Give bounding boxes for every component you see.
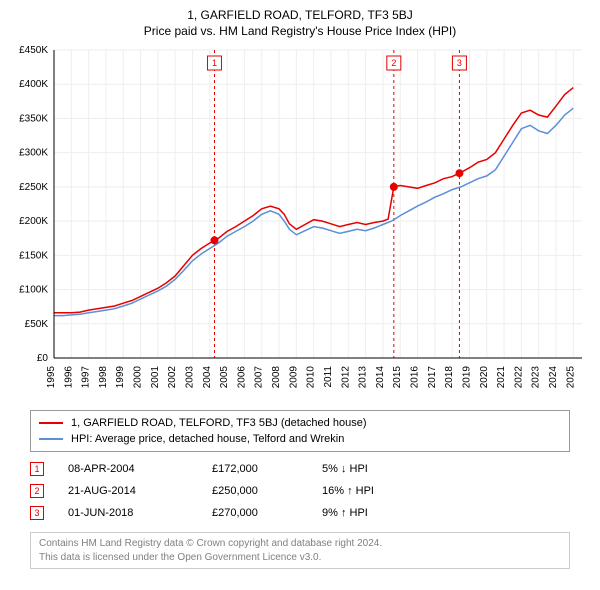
chart-container: 1, GARFIELD ROAD, TELFORD, TF3 5BJ Price… — [0, 0, 600, 590]
svg-text:2013: 2013 — [358, 366, 369, 389]
svg-text:1996: 1996 — [63, 366, 74, 389]
svg-text:1998: 1998 — [98, 366, 109, 389]
svg-text:£450K: £450K — [19, 45, 48, 56]
svg-text:2007: 2007 — [254, 366, 265, 389]
svg-text:2011: 2011 — [323, 366, 334, 388]
legend: 1, GARFIELD ROAD, TELFORD, TF3 5BJ (deta… — [30, 410, 570, 452]
svg-text:1995: 1995 — [46, 366, 57, 389]
svg-text:2016: 2016 — [410, 366, 421, 389]
svg-text:1: 1 — [212, 58, 217, 68]
svg-text:2004: 2004 — [202, 366, 213, 389]
svg-text:1997: 1997 — [81, 366, 92, 389]
svg-text:£300K: £300K — [19, 148, 48, 159]
svg-text:3: 3 — [457, 58, 462, 68]
legend-swatch — [39, 422, 63, 424]
sale-events-table: 1 08-APR-2004£172,0005% ↓ HPI 2 21-AUG-2014… — [30, 458, 570, 524]
svg-text:£100K: £100K — [19, 285, 48, 296]
svg-text:£0: £0 — [37, 353, 49, 364]
event-diff: 5% ↓ HPI — [322, 463, 462, 475]
svg-text:2025: 2025 — [565, 366, 576, 389]
svg-text:1999: 1999 — [115, 366, 126, 389]
legend-item: 1, GARFIELD ROAD, TELFORD, TF3 5BJ (deta… — [39, 415, 561, 431]
svg-text:2023: 2023 — [531, 366, 542, 389]
attribution-line1: Contains HM Land Registry data © Crown c… — [39, 537, 561, 551]
svg-text:£50K: £50K — [25, 319, 49, 330]
svg-text:£250K: £250K — [19, 182, 48, 193]
svg-text:2024: 2024 — [548, 366, 559, 389]
event-date: 08-APR-2004 — [68, 463, 212, 475]
svg-text:2001: 2001 — [150, 366, 161, 389]
svg-text:2017: 2017 — [427, 366, 438, 389]
chart-area: £0 £50K £100K £150K £200K £250K £300K £350K £400… — [10, 44, 590, 404]
sale-event-row: 2 21-AUG-2014£250,00016% ↑ HPI — [30, 480, 570, 502]
svg-text:£200K: £200K — [19, 216, 48, 227]
event-price: £250,000 — [212, 485, 322, 497]
svg-text:2008: 2008 — [271, 366, 282, 389]
sale-event-row: 3 01-JUN-2018£270,0009% ↑ HPI — [30, 502, 570, 524]
svg-text:2014: 2014 — [375, 366, 386, 389]
legend-item: HPI: Average price, detached house, Telf… — [39, 431, 561, 447]
event-date: 01-JUN-2018 — [68, 507, 212, 519]
event-price: £172,000 — [212, 463, 322, 475]
svg-text:£350K: £350K — [19, 113, 48, 124]
legend-label: 1, GARFIELD ROAD, TELFORD, TF3 5BJ (deta… — [71, 417, 366, 429]
svg-text:2003: 2003 — [184, 366, 195, 389]
svg-text:£400K: £400K — [19, 79, 48, 90]
legend-swatch — [39, 438, 63, 440]
event-marker-box: 3 — [30, 506, 44, 520]
svg-text:2010: 2010 — [306, 366, 317, 389]
title-subtitle: Price paid vs. HM Land Registry's House … — [10, 24, 590, 38]
svg-text:2: 2 — [391, 58, 396, 68]
svg-text:2019: 2019 — [461, 366, 472, 389]
legend-label: HPI: Average price, detached house, Telf… — [71, 433, 344, 445]
attribution-line2: This data is licensed under the Open Gov… — [39, 551, 561, 565]
svg-text:2005: 2005 — [219, 366, 230, 389]
svg-text:2000: 2000 — [133, 366, 144, 389]
event-marker-box: 2 — [30, 484, 44, 498]
event-diff: 9% ↑ HPI — [322, 507, 462, 519]
svg-text:£150K: £150K — [19, 250, 48, 261]
attribution-box: Contains HM Land Registry data © Crown c… — [30, 532, 570, 569]
svg-text:2020: 2020 — [479, 366, 490, 389]
svg-text:2018: 2018 — [444, 366, 455, 389]
event-diff: 16% ↑ HPI — [322, 485, 462, 497]
event-price: £270,000 — [212, 507, 322, 519]
event-marker-box: 1 — [30, 462, 44, 476]
svg-text:2015: 2015 — [392, 366, 403, 389]
sale-event-row: 1 08-APR-2004£172,0005% ↓ HPI — [30, 458, 570, 480]
svg-text:2002: 2002 — [167, 366, 178, 389]
line-chart: £0 £50K £100K £150K £200K £250K £300K £350K £400… — [10, 44, 590, 404]
svg-text:2021: 2021 — [496, 366, 507, 389]
title-address: 1, GARFIELD ROAD, TELFORD, TF3 5BJ — [10, 8, 590, 22]
svg-text:2009: 2009 — [288, 366, 299, 389]
svg-text:2006: 2006 — [236, 366, 247, 389]
svg-text:2012: 2012 — [340, 366, 351, 389]
svg-text:2022: 2022 — [513, 366, 524, 389]
event-date: 21-AUG-2014 — [68, 485, 212, 497]
